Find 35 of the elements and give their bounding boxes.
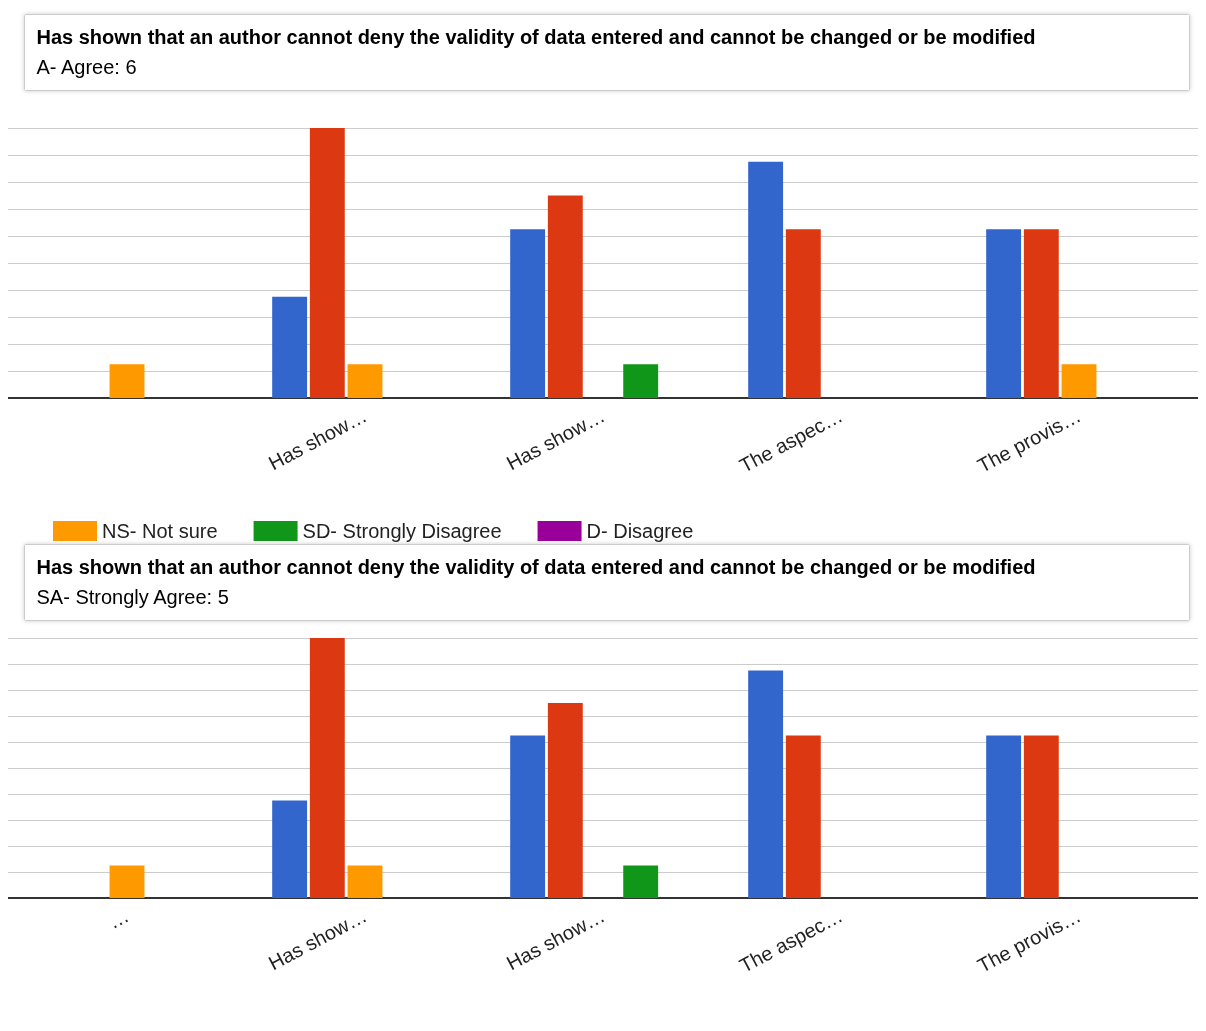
bar bbox=[547, 195, 583, 398]
bar bbox=[347, 364, 383, 398]
text: Has shown that an author cannot deny the validity of data entered and cannot be changed or be modified bbox=[36, 555, 1036, 578]
bar bbox=[272, 296, 308, 398]
legend-label: D- Disagree bbox=[586, 520, 694, 542]
text: SA- Strongly Agree: 5 bbox=[36, 585, 229, 608]
bar bbox=[1061, 364, 1097, 398]
bar bbox=[785, 735, 821, 898]
bar bbox=[785, 229, 821, 398]
bar bbox=[347, 865, 383, 898]
bar bbox=[272, 800, 308, 898]
bar bbox=[309, 128, 345, 398]
legend-label: SD- Strongly Disagree bbox=[302, 520, 502, 542]
bar bbox=[1023, 735, 1059, 898]
x-tick-label: Has show… bbox=[264, 904, 371, 975]
bar bbox=[748, 161, 784, 398]
bar bbox=[510, 735, 546, 898]
bar bbox=[309, 638, 345, 898]
text: A- Agree: 6 bbox=[36, 55, 137, 78]
text: Has shown that an author cannot deny the validity of data entered and cannot be changed or be modified bbox=[36, 25, 1036, 48]
bar bbox=[986, 229, 1022, 398]
bar bbox=[547, 703, 583, 898]
bar bbox=[623, 364, 659, 398]
x-tick-label: Has show… bbox=[264, 404, 371, 475]
bar bbox=[986, 735, 1022, 898]
bar bbox=[109, 364, 145, 398]
x-tick-label: Has show… bbox=[502, 904, 609, 975]
x-tick-label: Has show… bbox=[502, 404, 609, 475]
bar bbox=[510, 229, 546, 398]
bar bbox=[623, 865, 659, 898]
bar bbox=[1023, 229, 1059, 398]
x-tick-label: … bbox=[104, 904, 133, 934]
bar bbox=[109, 865, 145, 898]
legend-label: NS- Not sure bbox=[102, 520, 218, 542]
bar bbox=[748, 670, 784, 898]
